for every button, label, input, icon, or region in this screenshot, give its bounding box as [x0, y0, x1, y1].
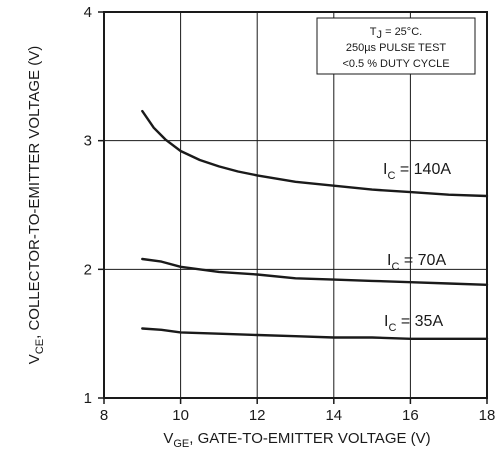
test-conditions-line-1: TJ = 25°C.: [370, 26, 422, 41]
x-tick-label-0: 8: [100, 407, 108, 424]
test-conditions-box: TJ = 25°C. 250µs PULSE TEST <0.5 % DUTY …: [316, 17, 476, 75]
y-tick-label-0: 1: [84, 390, 92, 407]
x-tick-label-3: 14: [325, 407, 342, 424]
y-tick-label-3: 4: [84, 4, 92, 21]
x-axis-title: VGE, GATE-TO-EMITTER VOLTAGE (V): [163, 430, 430, 450]
curve-label-70a: IC = 70A: [387, 252, 446, 273]
curves: [141, 109, 489, 340]
curve-ic-140a: [141, 109, 489, 198]
curve-label-35a: IC = 35A: [384, 313, 443, 334]
curve-ic-35a: [141, 327, 489, 340]
curve-ic-70a: [141, 257, 489, 286]
x-tick-label-2: 12: [249, 407, 266, 424]
test-conditions-frame: [316, 17, 476, 75]
x-tick-label-4: 16: [402, 407, 419, 424]
test-conditions-line-3: <0.5 % DUTY CYCLE: [342, 58, 449, 70]
y-tick-label-2: 3: [84, 133, 92, 150]
x-tick-label-5: 18: [479, 407, 496, 424]
y-tick-label-1: 2: [84, 261, 92, 278]
y-axis-title: VCE, COLLECTOR-TO-EMITTER VOLTAGE (V): [26, 46, 46, 364]
grid-lines: [104, 12, 487, 398]
curve-label-140a: IC = 140A: [383, 161, 451, 182]
x-tick-label-1: 10: [172, 407, 189, 424]
plot-frame: [103, 11, 488, 399]
test-conditions-line-2: 250µs PULSE TEST: [346, 42, 447, 54]
plot-background: [104, 12, 487, 398]
